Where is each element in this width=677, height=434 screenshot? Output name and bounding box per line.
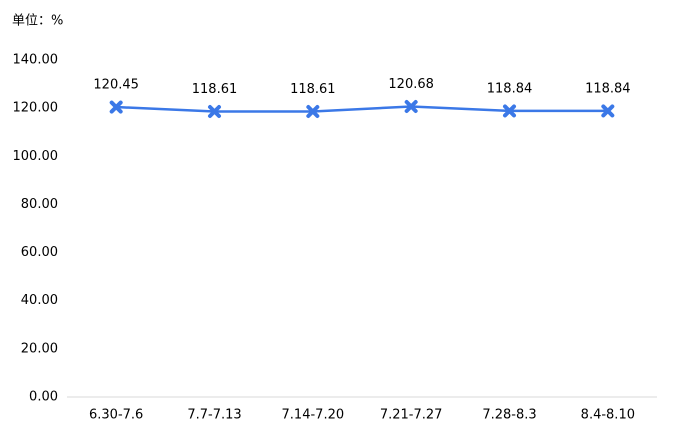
marker <box>601 104 615 118</box>
data-label: 120.68 <box>388 77 434 92</box>
marker <box>306 104 320 118</box>
data-label: 118.84 <box>487 81 533 96</box>
marker <box>404 100 418 114</box>
y-tick-label: 100.00 <box>13 149 59 164</box>
y-tick-label: 80.00 <box>21 197 58 212</box>
y-tick-label: 60.00 <box>21 245 58 260</box>
line <box>116 105 608 113</box>
y-tick-label: 40.00 <box>21 293 58 308</box>
data-label: 118.61 <box>192 82 238 97</box>
unit-label: 单位：% <box>12 14 63 29</box>
y-tick-label: 140.00 <box>13 53 59 68</box>
data-label: 118.84 <box>585 81 631 96</box>
y-tick-label: 120.00 <box>13 101 59 116</box>
x-tick-label: 8.4-8.10 <box>581 408 635 423</box>
data-label: 120.45 <box>93 78 139 93</box>
marker <box>109 100 123 114</box>
x-tick-label: 7.21-7.27 <box>380 408 443 423</box>
y-tick-label: 0.00 <box>29 390 58 405</box>
marker <box>503 104 516 118</box>
marker <box>208 104 221 118</box>
x-tick-label: 6.30-7.6 <box>89 408 143 423</box>
x-tick-label: 7.28-8.3 <box>482 408 536 423</box>
data-label: 118.61 <box>290 82 336 97</box>
y-tick-label: 20.00 <box>21 341 58 356</box>
x-tick-label: 7.7-7.13 <box>187 408 241 423</box>
x-tick-label: 7.14-7.20 <box>282 408 345 423</box>
